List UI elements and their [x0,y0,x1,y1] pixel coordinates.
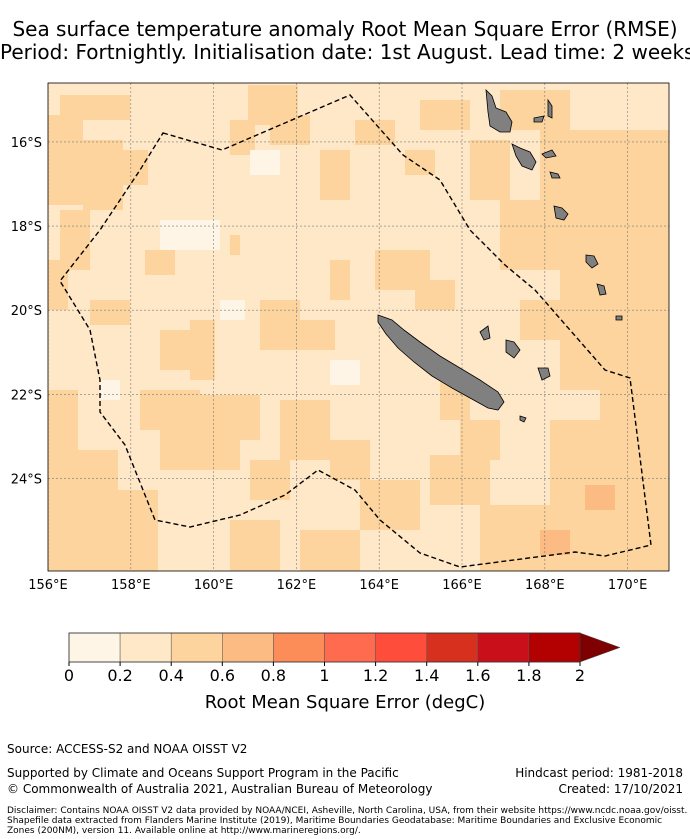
copyright-text: © Commonwealth of Australia 2021, Austra… [7,782,433,796]
new-caledonia-island [377,314,505,411]
vanuatu-efate-island [553,205,569,221]
lat-tick-label: 24°S [11,472,42,487]
colorbar-segment [477,632,530,663]
rmse-patches-0.6-0.8 [540,485,615,555]
vanuatu-espiritu-santo-island [485,88,513,133]
colorbar-tick-label: 1.4 [413,666,440,685]
title-line-2: Period: Fortnightly. Initialisation date… [0,40,690,64]
created-date: Created: 17/10/2021 [558,782,683,796]
rmse-patches-0-0.2 [100,150,360,400]
disclaimer-text: Disclaimer: Contains NOAA OISST V2 data … [7,806,688,836]
vanuatu-tanna-island [596,283,607,296]
colorbar-tick-label: 1.2 [362,666,389,685]
hindcast-period: Hindcast period: 1981-2018 [515,766,683,780]
lon-tick-label: 162°E [277,578,317,593]
colorbar-segment [119,632,172,663]
title-line-1: Sea surface temperature anomaly Root Mea… [12,17,678,41]
loyalty-ouvea-island [479,325,491,341]
lat-tick-label: 22°S [11,388,42,403]
land [377,88,623,423]
isle-of-pines [519,415,527,423]
colorbar-tick-label: 0 [63,666,75,685]
source-text: Source: ACCESS-S2 and NOAA OISST V2 [7,742,248,756]
colorbar-extend-arrow [579,632,621,663]
graticule [48,83,669,571]
vanuatu-erromango-island [585,254,599,269]
lon-tick-label: 170°E [608,578,648,593]
colorbar-tick-label: 1 [319,666,330,685]
vanuatu-pentecost-island [547,98,553,119]
map-frame [47,82,670,572]
loyalty-mare-island [537,367,551,381]
lat-tick-label: 18°S [11,220,42,235]
longitude-axis: 156°E 158°E 160°E 162°E 164°E 166°E 168°E 170°E [28,578,647,593]
supported-text: Supported by Climate and Oceans Support … [7,766,399,780]
eez-boundary [59,94,652,568]
colorbar-segment [68,632,121,663]
colorbar-segment [528,632,581,663]
lon-tick-label: 156°E [28,578,68,593]
latitude-axis: 16°S 18°S 20°S 22°S 24°S [11,136,42,488]
colorbar-tick-label: 0.6 [209,666,236,685]
colorbar-segment [375,632,427,663]
lat-tick-label: 20°S [11,304,42,319]
rmse-field [48,83,669,571]
lon-tick-label: 158°E [111,578,151,593]
lon-tick-label: 168°E [525,578,565,593]
vanuatu-ambae-island [533,115,545,123]
colorbar-segment [222,632,274,663]
vanuatu-shepherd-islands [549,171,561,179]
colorbar-segment [324,632,376,663]
lon-tick-label: 164°E [359,578,399,593]
rmse-map: 156°E 158°E 160°E 162°E 164°E 166°E 168°E 170°E… [11,82,670,593]
colorbar-tick-label: 0.8 [260,666,287,685]
vanuatu-epi-island [541,149,557,159]
colorbar [68,632,621,666]
vanuatu-aneityum-island [615,315,623,321]
lon-tick-label: 160°E [194,578,234,593]
colorbar-tick-label: 2 [574,666,586,685]
lat-tick-label: 16°S [11,136,42,151]
colorbar-tick-label: 1.8 [516,666,542,685]
colorbar-segment [273,632,325,663]
colorbar-segment [170,632,223,663]
colorbar-segment [426,632,479,663]
colorbar-tick-label: 0.4 [158,666,184,685]
lon-tick-label: 166°E [442,578,482,593]
vanuatu-malakula-island [511,143,537,171]
loyalty-lifou-island [505,339,521,359]
colorbar-title: Root Mean Square Error (degC) [204,692,486,713]
colorbar-tick-label: 1.6 [465,666,491,685]
colorbar-tick-label: 0.2 [107,666,133,685]
